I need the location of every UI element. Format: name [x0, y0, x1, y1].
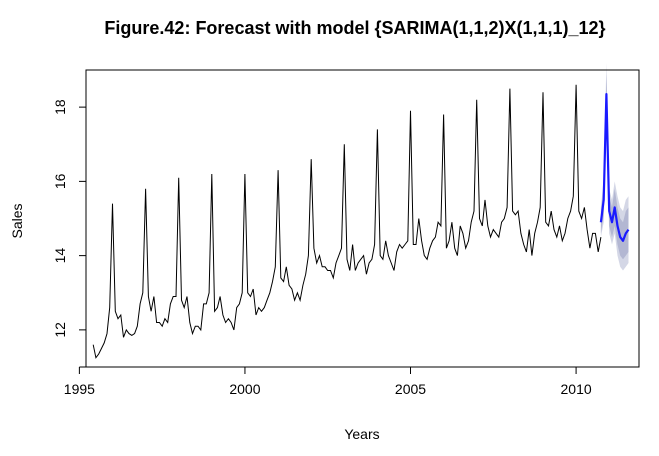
x-tick-label: 1995	[64, 381, 95, 397]
x-tick-label: 2005	[395, 381, 426, 397]
x-axis-label: Years	[344, 426, 379, 442]
x-tick-label: 2000	[229, 381, 260, 397]
observed-series-line	[92, 84, 602, 359]
interval-95-band	[600, 62, 629, 271]
y-tick-label: 14	[52, 248, 68, 264]
plot-frame	[85, 69, 640, 368]
y-tick-label: 16	[52, 173, 68, 189]
y-tick-label: 18	[52, 99, 68, 115]
x-axis: 1995 2000 2005 2010	[64, 366, 592, 397]
y-axis: 12 14 16 18	[52, 99, 87, 338]
y-axis-label: Sales	[9, 203, 25, 238]
chart-title: Figure.42: Forecast with model {SARIMA(1…	[104, 18, 605, 38]
series-lines	[92, 84, 630, 359]
forecast-series-line	[599, 92, 630, 242]
prediction-intervals	[600, 62, 629, 271]
y-tick-label: 12	[52, 322, 68, 338]
x-tick-label: 2010	[561, 381, 592, 397]
interval-80-band	[600, 73, 629, 260]
